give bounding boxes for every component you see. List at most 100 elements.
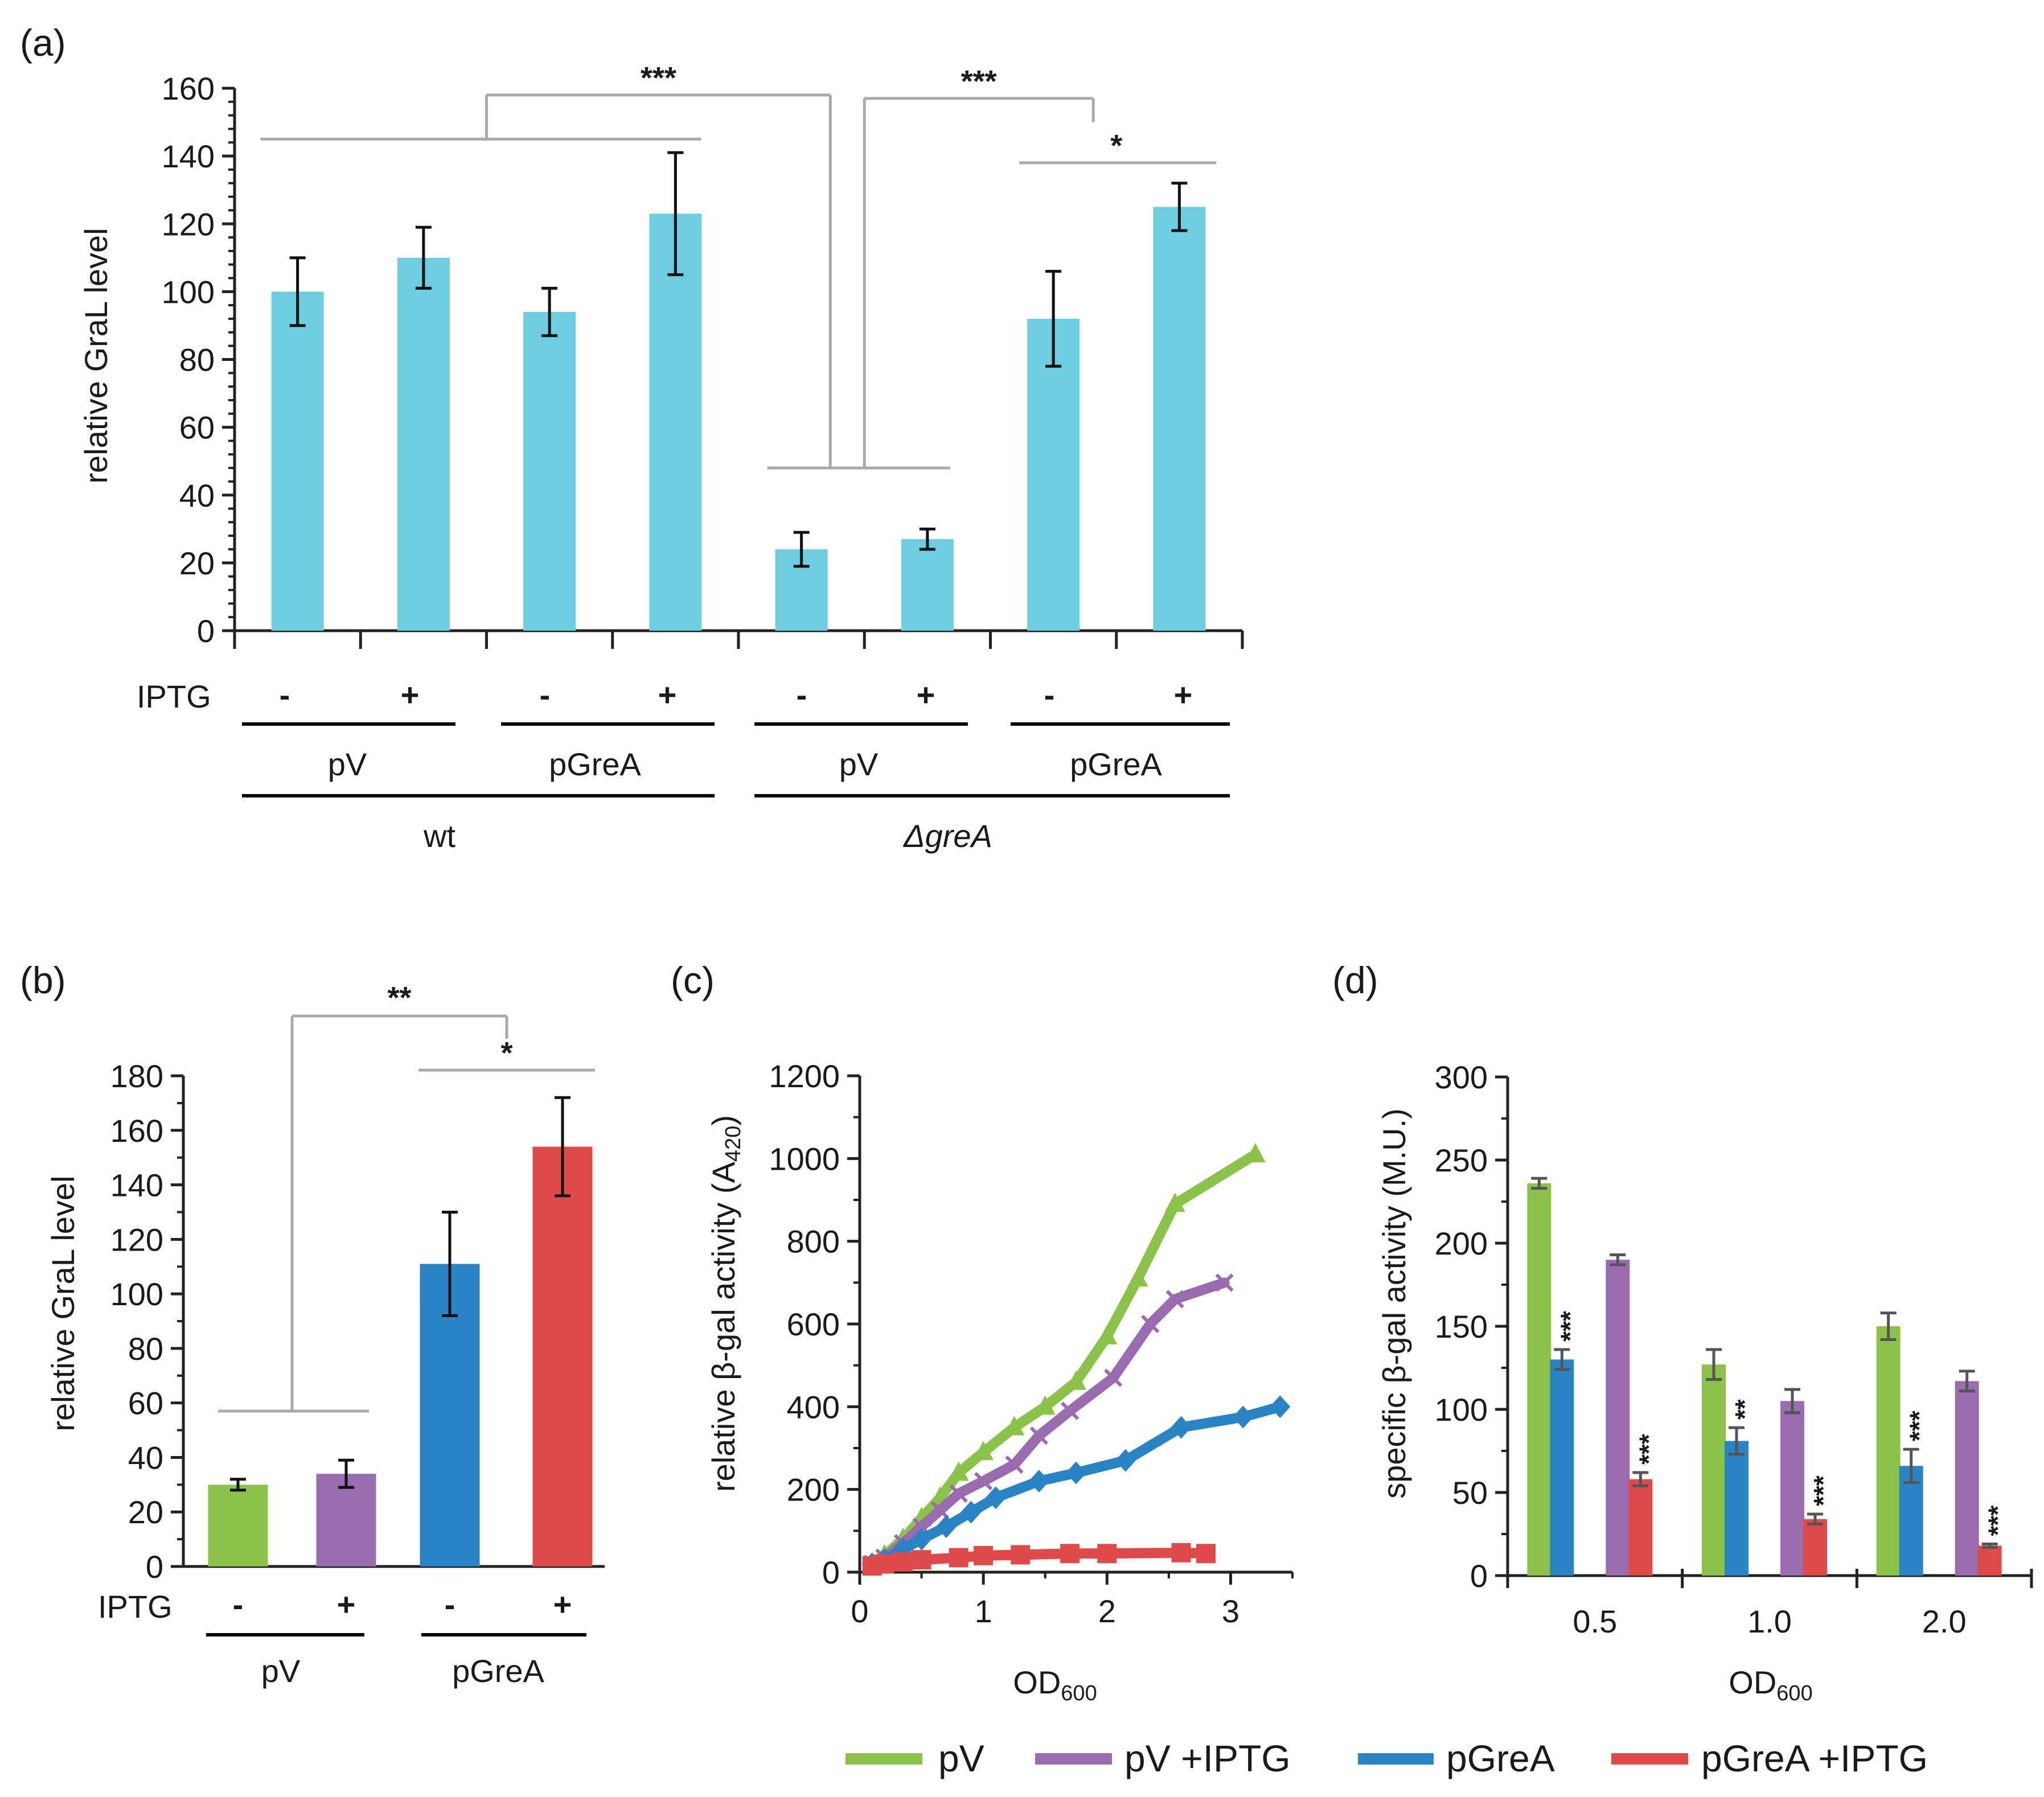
panel-a-y-tick-label: 120	[162, 206, 215, 242]
panel-c-y-tick-label: 1000	[769, 1141, 840, 1177]
panel-a-iptg-3: -	[540, 677, 551, 713]
panel-d-label: (d)	[1332, 959, 1378, 1001]
panel-a-bar	[1027, 319, 1080, 631]
panel-a-significance-brackets: *** ****	[260, 61, 1217, 470]
panel-a-strain-1: wt	[423, 818, 455, 854]
panel-b-bar	[532, 1146, 593, 1566]
panel-d-y-tick-label: 0	[1470, 1558, 1488, 1594]
panel-d-significance-stars: ***	[1808, 1475, 1838, 1506]
panel-c-marker-pv-iptg	[1061, 1401, 1080, 1420]
panel-b-y-tick-label: 40	[128, 1440, 163, 1475]
panel-b-significance-label-2: *	[500, 1036, 512, 1070]
panel-b-y-tick-label: 160	[110, 1113, 163, 1149]
panel-c-marker-pgrea-iptg	[1011, 1545, 1031, 1565]
panel-c-marker-pv	[1127, 1267, 1148, 1287]
panel-a-bar	[649, 213, 702, 631]
panel-c-marker-pv	[1245, 1143, 1266, 1163]
panel-d-bar	[1725, 1441, 1749, 1576]
panel-c-marker-pv-iptg	[1165, 1290, 1184, 1309]
panel-c-series	[861, 1143, 1291, 1576]
panel-c-marker-pgrea	[1171, 1416, 1192, 1439]
panel-c-marker-pv	[973, 1441, 994, 1461]
panel-b-y-tick-label: 60	[128, 1385, 163, 1421]
panel-c-axes: 0 200 400 600 800 1000 1200 0 1 2 3	[769, 1058, 1294, 1629]
panel-a-plasmid-1: pV	[328, 746, 367, 782]
panel-c-marker-pv	[1164, 1192, 1185, 1212]
panel-a-y-tick-label: 0	[197, 613, 215, 649]
panel-d-x-tick-label: 2.0	[1922, 1603, 1967, 1639]
panel-d-y-tick-label: 150	[1435, 1309, 1488, 1344]
panel-a-bars	[271, 151, 1206, 631]
panel-c-marker-pgrea	[1233, 1405, 1254, 1429]
panel-c-y-tick-label: 600	[787, 1306, 840, 1342]
panel-b-iptg-3: -	[445, 1586, 455, 1622]
panel-b-y-tick-label: 20	[128, 1494, 163, 1530]
panel-c-x-tick-label: 0	[851, 1593, 868, 1629]
panel-d-significance-stars: ***	[1633, 1434, 1663, 1465]
panel-d-significance-stars: ***	[1983, 1506, 2013, 1536]
panel-d-y-tick-label: 50	[1452, 1475, 1488, 1511]
panel-a-iptg-5: -	[797, 677, 807, 713]
panel-b-bars	[208, 1096, 593, 1566]
panel-c-line-pv	[867, 1149, 1261, 1569]
panel-c-y-tick-label: 0	[822, 1555, 840, 1590]
panel-d-x-tick-label: 1.0	[1747, 1603, 1792, 1639]
panel-c-y-axis-title: relative β-gal activity (A420)	[705, 1115, 745, 1492]
panel-b-bar	[316, 1474, 376, 1566]
panel-a-label: (a)	[20, 22, 66, 64]
panel-b-y-tick-label: 140	[110, 1167, 163, 1203]
panel-a-category-labels: IPTG - + - + - + - + pV pGreA pV pGreA w…	[137, 677, 1230, 854]
legend: pV pV +IPTG pGreA pGreA +IPTG	[845, 1737, 1928, 1779]
panel-d-bar	[1628, 1479, 1653, 1576]
panel-c-marker-pv	[1004, 1416, 1025, 1436]
panel-a-y-tick-label: 100	[162, 274, 215, 310]
panel-c-marker-pv-iptg	[931, 1500, 950, 1520]
panel-c-marker-pgrea	[911, 1527, 932, 1551]
panel-c-y-tick-label: 200	[787, 1472, 840, 1508]
panel-a-significance-label-2: ***	[961, 64, 997, 98]
panel-b-label: (b)	[20, 959, 66, 1001]
panel-a-iptg-6: +	[917, 677, 935, 713]
panel-d-bars: *****************	[1527, 1177, 2013, 1576]
panel-b-iptg-4: +	[553, 1586, 572, 1622]
panel-c-marker-pv	[1035, 1395, 1056, 1415]
panel-d-bar	[1780, 1401, 1804, 1576]
panel-d-y-axis-title: specific β-gal activity (M.U.)	[1376, 1108, 1412, 1499]
panel-b-y-tick-label: 120	[110, 1222, 163, 1257]
panel-a-y-tick-label: 160	[162, 71, 215, 106]
panel-b-significance-label-1: **	[387, 981, 411, 1015]
panel-a-y-tick-label: 20	[179, 545, 215, 581]
panel-c-marker-pv-iptg	[1005, 1455, 1024, 1474]
panel-a-iptg-7: -	[1044, 677, 1055, 713]
panel-a-bar	[1153, 207, 1206, 631]
panel-a-iptg-row-label: IPTG	[137, 678, 211, 714]
panel-a-iptg-2: +	[401, 677, 420, 713]
panel-c-marker-pgrea-iptg	[974, 1545, 994, 1565]
panel-c-marker-pgrea	[1028, 1470, 1049, 1493]
panel-a-iptg-4: +	[658, 677, 677, 713]
panel-c-x-axis-title: OD600	[1013, 1664, 1097, 1705]
panel-a-significance-label-3: *	[1110, 129, 1122, 163]
panel-a-chart: (a) relative GraL level 0 20 40 60 80 100 120 1…	[20, 22, 1244, 854]
panel-c-marker-pgrea	[936, 1515, 957, 1539]
panel-b-category-labels: IPTG - + - + pV pGreA	[98, 1586, 586, 1689]
panel-d-significance-stars: **	[1730, 1399, 1759, 1420]
panel-c-marker-pgrea	[1115, 1449, 1136, 1472]
panel-c-y-tick-label: 800	[787, 1224, 840, 1260]
panel-c-marker-pv-iptg	[1141, 1314, 1160, 1334]
panel-d-axes: 0 50 100 150 200 250 300 0.5 1.0 2.0	[1435, 1059, 2033, 1639]
panel-a-bar	[523, 312, 576, 631]
panel-c-marker-pgrea-iptg	[1097, 1544, 1117, 1564]
panel-d-bar	[1606, 1260, 1630, 1576]
panel-c-marker-pgrea-iptg	[1196, 1544, 1216, 1564]
panel-c-marker-pv	[948, 1461, 969, 1481]
panel-a-plasmid-2: pGreA	[549, 746, 641, 782]
panel-d-bar	[1955, 1381, 1979, 1576]
panel-c-marker-pgrea	[1270, 1395, 1291, 1418]
panel-b-iptg-row-label: IPTG	[98, 1589, 173, 1625]
panel-b-y-tick-label: 80	[128, 1331, 163, 1367]
panel-a-y-tick-label: 80	[179, 342, 215, 378]
panel-d-chart: (d) specific β-gal activity (M.U.) 0 50 10…	[1332, 959, 2033, 1705]
panel-b-iptg-1: -	[233, 1586, 244, 1622]
